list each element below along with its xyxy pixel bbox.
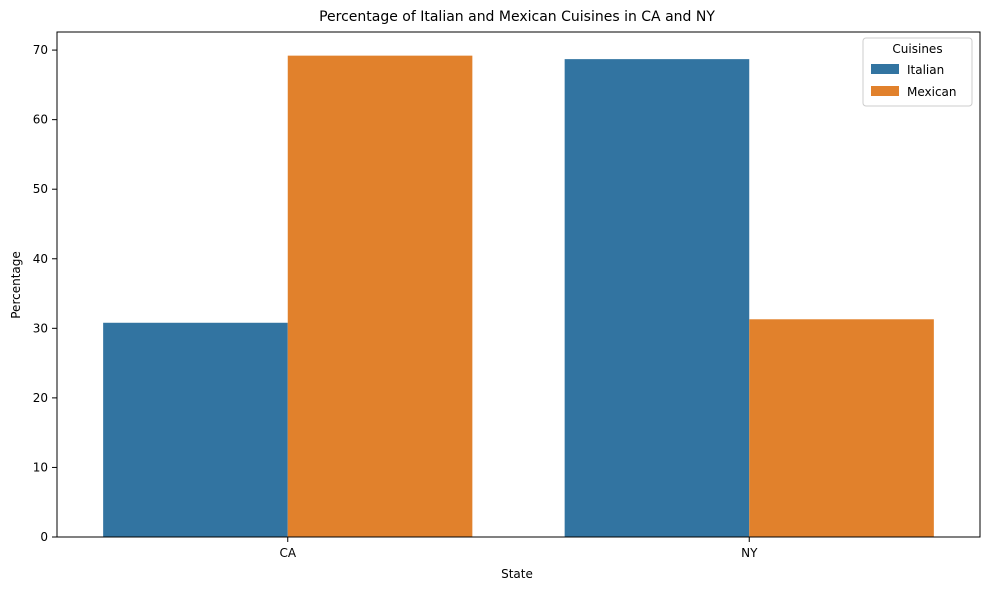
legend-swatch-mexican [871,86,899,96]
x-tick-label: NY [741,546,758,560]
bar-italian-ny [564,59,750,537]
y-tick-label: 50 [33,182,48,196]
y-tick-label: 70 [33,43,48,57]
y-tick-label: 0 [40,530,48,544]
legend-label-mexican: Mexican [907,85,957,99]
x-axis: CA NY [279,537,758,560]
legend-label-italian: Italian [907,63,944,77]
y-tick-label: 40 [33,252,48,266]
y-tick-label: 20 [33,391,48,405]
chart-title: Percentage of Italian and Mexican Cuisin… [319,9,715,25]
legend-swatch-italian [871,64,899,74]
legend-title: Cuisines [892,42,942,56]
y-axis-label: Percentage [9,251,23,319]
bar-italian-ca [103,322,288,537]
y-tick-label: 10 [33,460,48,474]
bar-mexican-ca [287,55,473,538]
x-tick-label: CA [279,546,296,560]
bars-layer [103,55,934,538]
bar-mexican-ny [749,319,934,537]
legend-items: Italian Mexican [871,63,957,99]
y-tick-label: 30 [33,321,48,335]
y-tick-label: 60 [33,113,48,127]
plot-frame [56,31,981,538]
legend: Cuisines Italian Mexican [862,37,973,107]
x-axis-label: State [501,567,533,581]
y-axis: 0 10 20 30 40 50 60 70 [33,43,57,544]
